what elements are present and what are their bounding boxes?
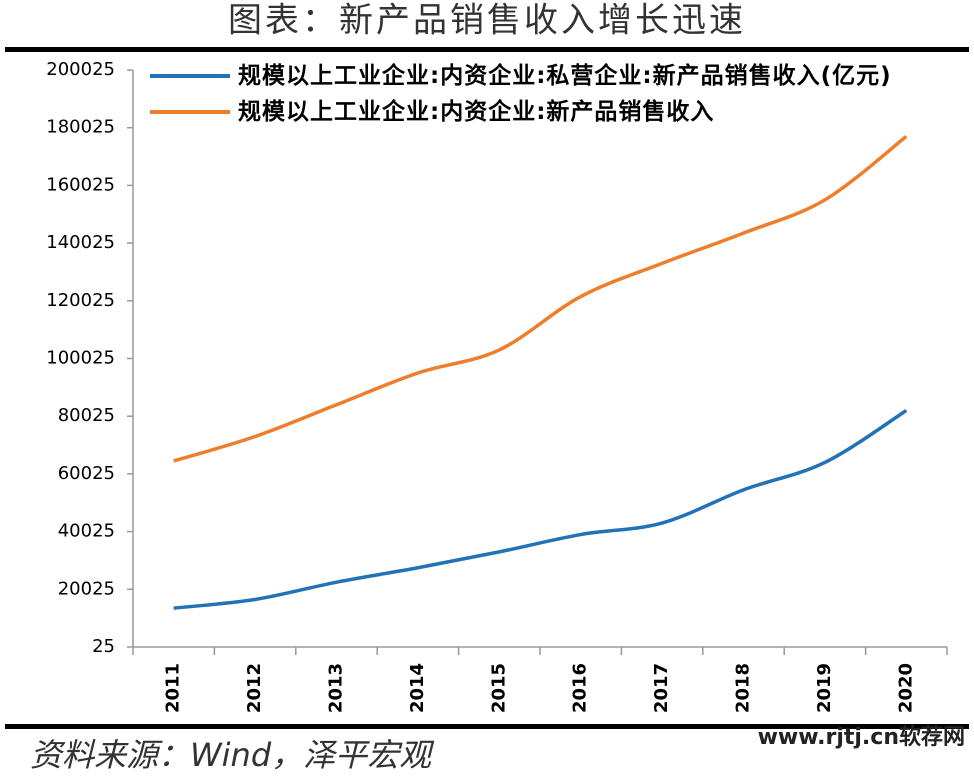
- footer-rule: [5, 724, 969, 729]
- y-tick-label: 100025: [46, 348, 115, 369]
- y-tick-label: 160025: [46, 174, 115, 195]
- x-tick-label: 2018: [733, 663, 754, 713]
- y-tick-label: 80025: [58, 405, 115, 426]
- legend-label: 规模以上工业企业:内资企业:私营企业:新产品销售收入(亿元): [238, 63, 892, 89]
- x-tick-label: 2014: [407, 663, 428, 713]
- legend-label: 规模以上工业企业:内资企业:新产品销售收入: [238, 99, 715, 125]
- legend-entry: 规模以上工业企业:内资企业:私营企业:新产品销售收入(亿元): [148, 58, 948, 94]
- y-tick-label: 120025: [46, 290, 115, 311]
- x-tick-label: 2011: [163, 663, 184, 713]
- legend-swatch: [150, 110, 230, 114]
- title-rule: [5, 47, 969, 52]
- y-tick-label: 200025: [46, 59, 115, 80]
- y-tick-label: 60025: [58, 463, 115, 484]
- source-note: 资料来源：Wind，泽平宏观: [30, 736, 435, 774]
- y-tick-label: 40025: [58, 521, 115, 542]
- watermark: www.rjtj.cn软荐网: [758, 724, 965, 750]
- y-tick-label: 20025: [58, 578, 115, 599]
- x-tick-label: 2016: [570, 663, 591, 713]
- series-line: [173, 409, 908, 610]
- y-tick-label: 25: [92, 636, 115, 657]
- y-tick-label: 140025: [46, 232, 115, 253]
- x-tick-label: 2019: [814, 663, 835, 713]
- legend-swatch: [150, 74, 230, 78]
- legend-entry: 规模以上工业企业:内资企业:新产品销售收入: [148, 94, 948, 130]
- y-tick-label: 180025: [46, 117, 115, 138]
- series-line: [173, 135, 908, 463]
- x-tick-label: 2015: [488, 663, 509, 713]
- x-tick-label: 2017: [651, 663, 672, 713]
- chart-title: 图表：新产品销售收入增长迅速: [228, 1, 746, 41]
- legend: 规模以上工业企业:内资企业:私营企业:新产品销售收入(亿元) 规模以上工业企业:内…: [148, 58, 948, 130]
- x-tick-label: 2020: [895, 663, 916, 713]
- x-tick-label: 2013: [326, 663, 347, 713]
- x-tick-label: 2012: [244, 663, 265, 713]
